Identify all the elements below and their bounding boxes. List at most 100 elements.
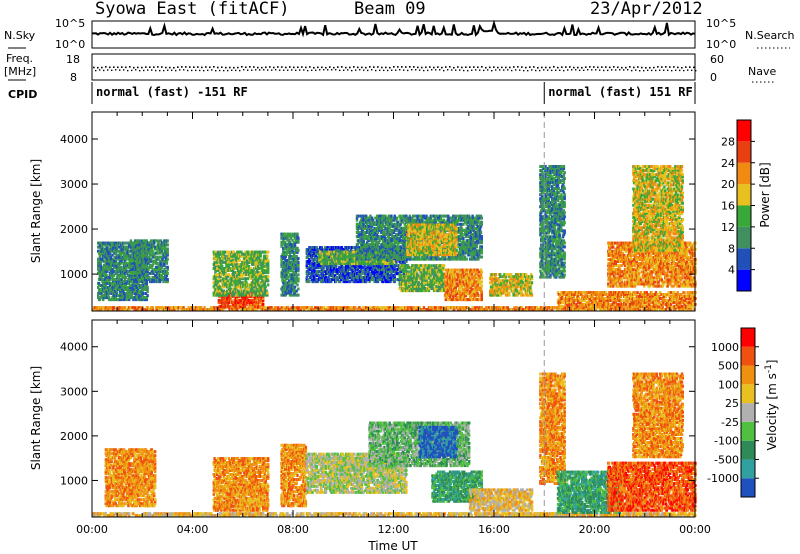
nave-point <box>155 70 156 71</box>
freq-point <box>557 67 559 69</box>
echo-cell <box>167 258 169 261</box>
nave-point <box>543 69 544 70</box>
noise-trace <box>92 23 695 35</box>
nave-point <box>131 70 132 71</box>
nave-point <box>395 70 396 71</box>
freq-point <box>429 66 431 68</box>
freq-point <box>533 66 535 68</box>
freq-point <box>641 67 643 69</box>
freq-point <box>669 66 671 68</box>
nave-point <box>575 69 576 70</box>
freq-point <box>301 66 303 68</box>
nave-point <box>179 69 180 70</box>
echo-cell <box>247 292 249 295</box>
freq-point <box>545 67 547 69</box>
freq-point <box>573 67 575 69</box>
nave-point <box>579 70 580 71</box>
freq-point <box>325 67 327 69</box>
freq-point <box>313 67 315 69</box>
nave-point <box>411 69 412 70</box>
freq-point <box>357 67 359 69</box>
nave-point <box>695 70 696 71</box>
freq-point <box>681 67 683 69</box>
nave-point <box>539 70 540 71</box>
nave-point <box>347 69 348 70</box>
freq-point <box>493 66 495 68</box>
freq-point <box>125 67 127 69</box>
freq-point <box>529 66 531 68</box>
nave-point <box>151 69 152 70</box>
nave-point <box>227 70 228 71</box>
nave-point <box>171 70 172 71</box>
freq-point <box>397 66 399 68</box>
freq-point <box>321 67 323 69</box>
freq-left-tick-bottom: 8 <box>70 71 77 84</box>
echo-cell <box>131 241 133 244</box>
nave-point <box>603 70 604 71</box>
freq-point <box>209 66 211 68</box>
nave-point <box>483 70 484 71</box>
nave-point <box>427 70 428 71</box>
freq-point <box>149 66 151 68</box>
nave-point <box>643 70 644 71</box>
freq-point <box>389 67 391 69</box>
echo-cell <box>262 303 264 306</box>
nave-point <box>627 69 628 70</box>
nave-point <box>671 70 672 71</box>
nave-point <box>663 70 664 71</box>
freq-point <box>581 67 583 69</box>
freq-point <box>349 67 351 69</box>
freq-point <box>625 67 627 69</box>
nave-point <box>515 69 516 70</box>
freq-right-tick-bottom: 0 <box>710 71 717 84</box>
echo-cell <box>354 306 356 309</box>
nave-point <box>651 70 652 71</box>
nave-point <box>279 69 280 70</box>
nave-point <box>307 70 308 71</box>
nave-point <box>159 70 160 71</box>
echo-cell <box>267 251 269 254</box>
freq-point <box>101 67 103 69</box>
freq-point <box>617 67 619 69</box>
echo-cell <box>167 248 169 251</box>
power-panel: 1000200030004000 Slant Range [km] 481216… <box>29 112 772 311</box>
nave-point <box>223 70 224 71</box>
freq-point <box>633 67 635 69</box>
freq-point <box>405 66 407 68</box>
echo-cell <box>124 242 126 245</box>
noise-left-tick-top: 10^5 <box>55 17 85 30</box>
freq-point <box>273 67 275 69</box>
freq-point <box>269 66 271 68</box>
nave-point <box>251 70 252 71</box>
freq-point <box>525 67 527 69</box>
freq-point <box>217 67 219 69</box>
nave-point <box>463 70 464 71</box>
nave-point <box>599 69 600 70</box>
nave-point <box>283 70 284 71</box>
freq-point <box>409 66 411 68</box>
freq-point <box>161 66 163 68</box>
nave-point <box>391 70 392 71</box>
echo-cell <box>267 279 269 282</box>
nave-point <box>467 70 468 71</box>
freq-point <box>505 67 507 69</box>
noise-left-tick-bottom: 10^0 <box>55 38 85 51</box>
nave-point <box>615 69 616 70</box>
freq-point <box>265 67 267 69</box>
echo-cell <box>259 305 261 308</box>
nave-point <box>383 70 384 71</box>
nave-point <box>367 70 368 71</box>
nave-point <box>659 70 660 71</box>
echo-cell <box>167 266 169 269</box>
nave-point <box>683 70 684 71</box>
nave-point <box>563 70 564 71</box>
freq-point <box>393 66 395 68</box>
freq-point <box>589 66 591 68</box>
freq-point <box>601 66 603 68</box>
nave-point <box>519 69 520 70</box>
freq-point <box>373 66 375 68</box>
nave-point <box>115 69 116 70</box>
nave-point <box>351 70 352 71</box>
nave-point <box>399 69 400 70</box>
nave-point <box>275 69 276 70</box>
